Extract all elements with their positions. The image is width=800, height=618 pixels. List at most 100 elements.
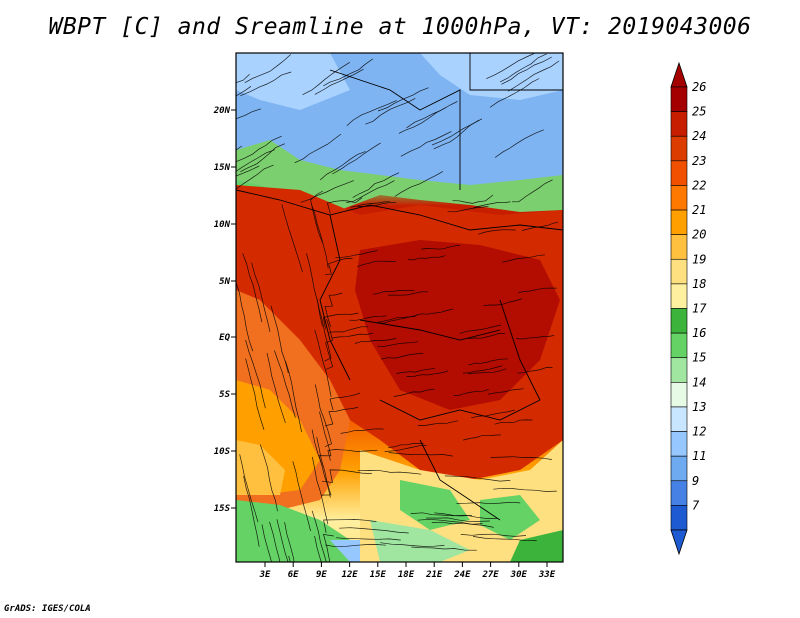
streamline (487, 388, 524, 395)
streamline (512, 179, 553, 203)
streamline (288, 555, 291, 562)
longitude-axis: 3E 6E 9E 12E 15E 18E 21E 24E 27E 30E 33E (259, 562, 556, 580)
credit-label: GrADS: IGES/COLA (4, 604, 91, 614)
streamline (245, 358, 265, 431)
streamline (326, 197, 363, 214)
streamline (340, 428, 384, 434)
streamline (508, 60, 560, 92)
streamline (388, 452, 453, 457)
streamline (444, 475, 511, 482)
streamline (410, 512, 472, 517)
streamline (384, 444, 427, 452)
map-frame (235, 52, 564, 563)
colorbar-label: 17 (692, 302, 707, 316)
streamline (316, 437, 332, 496)
lon-label: 24E (453, 570, 471, 580)
streamline (312, 456, 329, 525)
streamline (501, 254, 546, 263)
streamline (251, 262, 271, 332)
streamline (306, 253, 323, 327)
streamline (244, 54, 291, 84)
streamline (284, 522, 295, 562)
streamline (400, 131, 452, 157)
streamline (332, 142, 381, 175)
lat-label: 15S (214, 504, 231, 514)
streamline (322, 312, 359, 330)
streamline (350, 201, 390, 208)
streamline (462, 365, 503, 374)
colorbar-bottom-arrow (670, 529, 688, 556)
streamline (468, 333, 506, 340)
streamline (276, 519, 289, 562)
streamline (314, 329, 332, 397)
streamline (517, 367, 553, 374)
colorbar-label: 23 (692, 154, 706, 168)
colorbar-swatch (670, 111, 688, 137)
latitude-axis: 20N 15N 10N 5N EQ 5S 10S 15S (213, 106, 236, 514)
streamline (323, 519, 377, 533)
lon-label: 27E (481, 570, 499, 580)
streamline (274, 350, 296, 418)
streamline (335, 250, 378, 259)
streamline (354, 338, 397, 344)
streamline (240, 71, 292, 97)
lon-label: 30E (510, 570, 528, 580)
colorbar-swatch (670, 283, 688, 309)
lon-label: 33E (538, 570, 556, 580)
streamline (335, 537, 401, 541)
country-borders (236, 53, 563, 521)
lon-label: 6E (288, 570, 299, 580)
streamline (314, 535, 322, 562)
streamline (377, 316, 416, 323)
streamline (310, 203, 329, 269)
streamline (499, 53, 547, 83)
streamline (236, 282, 254, 352)
streamline (460, 533, 527, 537)
streamline (318, 411, 332, 467)
streamline (352, 172, 400, 198)
streamline (459, 324, 502, 334)
colorbar-swatch (670, 209, 688, 235)
streamline (471, 409, 515, 419)
streamline (349, 315, 387, 321)
streamline (236, 164, 274, 190)
lat-label: 20N (213, 106, 231, 116)
streamline (434, 512, 498, 519)
streamline (467, 368, 507, 375)
streamline (453, 389, 489, 396)
streamline (515, 335, 555, 340)
colorbar-swatch (670, 505, 688, 531)
colorbar-label: 15 (692, 351, 706, 365)
streamline (310, 190, 323, 243)
streamline (388, 443, 424, 448)
colorbar-swatch (670, 406, 688, 432)
streamline (394, 171, 443, 197)
streamline (332, 332, 374, 339)
colorbar-swatch (670, 258, 688, 285)
lon-label: 21E (425, 570, 443, 580)
colorbar-label: 12 (692, 425, 706, 439)
colorbar-swatch (670, 160, 688, 186)
streamline (478, 229, 516, 235)
colorbar-label: 21 (692, 203, 706, 217)
streamline (416, 308, 453, 316)
streamline (339, 527, 409, 534)
streamline (292, 461, 311, 532)
streamline (266, 353, 286, 423)
lon-label: 12E (341, 570, 358, 580)
streamline (463, 434, 501, 441)
streamline (316, 298, 332, 362)
streamline (240, 143, 286, 173)
streamline (261, 524, 272, 562)
streamline (325, 544, 386, 548)
streamline (490, 456, 552, 460)
streamline (269, 521, 281, 562)
streamline (319, 151, 366, 181)
streamline (294, 133, 342, 164)
colorbar-label: 19 (692, 252, 706, 266)
streamline (357, 470, 422, 475)
streamline (311, 510, 327, 562)
streamline (259, 444, 278, 512)
streamline (328, 326, 368, 333)
streamline (472, 536, 537, 542)
